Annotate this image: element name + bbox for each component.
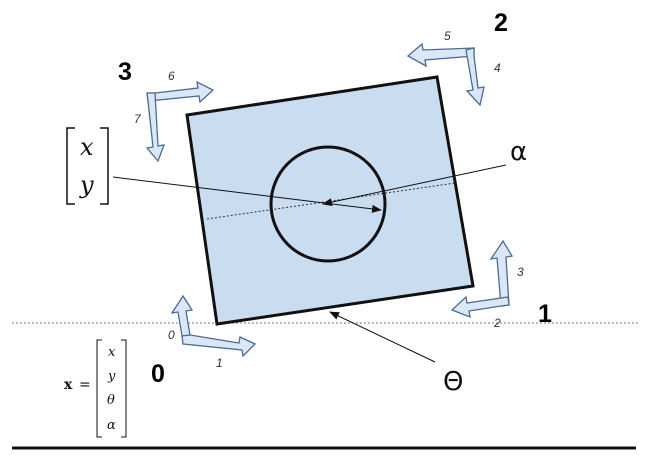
position-pointer (112, 176, 382, 213)
arrow-number-5: 5 (444, 29, 451, 43)
theta-pointer (329, 311, 436, 363)
alpha-label: α (510, 137, 527, 167)
state-entry-y: y (107, 369, 116, 384)
position-y: y (79, 171, 94, 199)
state-vector-left-bracket (96, 339, 102, 438)
corner3-arrow-down (145, 92, 166, 163)
arrow-number-6: 6 (168, 69, 175, 83)
corner2-arrow-left (406, 42, 475, 68)
state-vector-equals: = (79, 377, 91, 393)
arrow-number-1: 1 (216, 356, 223, 370)
corner1-arrow-left (450, 295, 510, 319)
corner1-arrow-up (489, 239, 514, 307)
arrow-number-2: 2 (493, 316, 501, 330)
state-entry-alpha: α (107, 418, 116, 433)
corner-label-2: 2 (494, 9, 508, 37)
position-vector-left-bracket (66, 127, 75, 205)
corner-label-3: 3 (118, 58, 132, 86)
corner0-arrow-up (170, 294, 194, 337)
arrow-number-3: 3 (517, 265, 524, 279)
arrow-number-0: 0 (168, 328, 175, 342)
corner3-arrow-right (146, 80, 215, 104)
state-vector: x = x y θ α (64, 339, 127, 438)
state-vector-right-bracket (121, 339, 127, 438)
corner0-arrow-right (181, 334, 257, 358)
position-vector-right-bracket (100, 127, 109, 205)
state-entry-theta: θ (107, 393, 115, 408)
corner-label-1: 1 (538, 300, 552, 328)
theta-label: Θ (443, 367, 463, 397)
state-entry-x: x (108, 345, 116, 360)
alpha-pointer (322, 164, 507, 207)
corner-label-0: 0 (151, 360, 165, 388)
arrow-number-4: 4 (494, 61, 501, 75)
arrow-number-7: 7 (134, 112, 142, 126)
corner2-arrow-down (465, 47, 485, 107)
robot-body (185, 75, 475, 326)
state-vector-symbol: x (64, 377, 73, 393)
position-x: x (80, 133, 94, 161)
position-vector: x y (66, 127, 109, 205)
wheel-circle (269, 145, 387, 263)
